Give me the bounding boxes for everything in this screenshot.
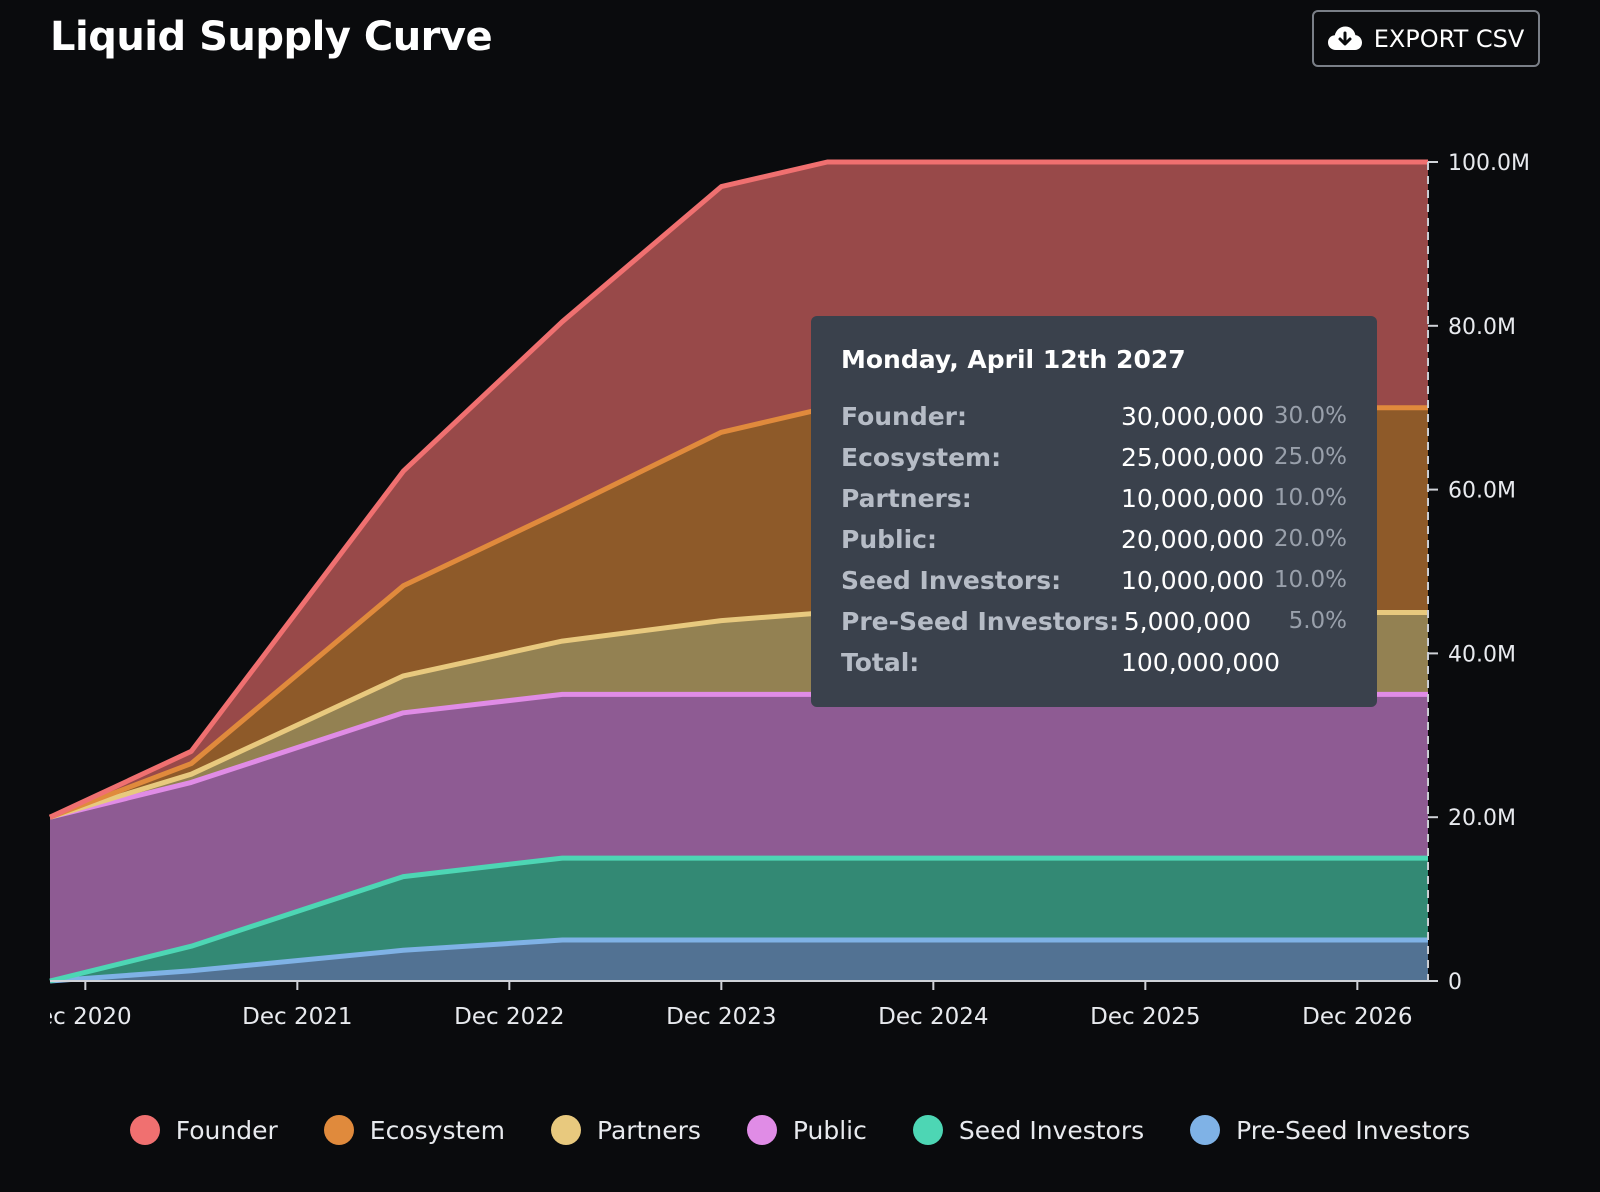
legend-swatch bbox=[129, 1115, 160, 1145]
tooltip-row: Partners: 10,000,000 10.0% bbox=[841, 478, 1347, 519]
tooltip-row-value: 10,000,000 bbox=[1121, 484, 1265, 513]
area-pre-seed-investors bbox=[50, 940, 1428, 981]
export-csv-label: EXPORT CSV bbox=[1373, 24, 1525, 53]
tooltip-row: Ecosystem: 25,000,000 25.0% bbox=[841, 437, 1347, 478]
y-tick-label: 40.0M bbox=[1448, 642, 1516, 667]
legend-swatch bbox=[1190, 1115, 1221, 1145]
legend-label: Seed Investors bbox=[958, 1115, 1145, 1145]
x-tick-label: Dec 2021 bbox=[242, 1004, 352, 1030]
x-tick-label: Dec 2026 bbox=[1302, 1004, 1412, 1030]
legend-item[interactable]: Seed Investors bbox=[912, 1115, 1145, 1145]
y-tick-label: 20.0M bbox=[1448, 806, 1516, 831]
legend-item[interactable]: Pre-Seed Investors bbox=[1190, 1115, 1470, 1145]
tooltip-row-pct: 25.0% bbox=[1273, 444, 1347, 470]
export-csv-button[interactable]: EXPORT CSV bbox=[1312, 10, 1540, 67]
tooltip-row-label: Founder: bbox=[841, 402, 968, 431]
tooltip-row-pct: 10.0% bbox=[1273, 485, 1347, 511]
tooltip-row-pct: 10.0% bbox=[1273, 567, 1347, 593]
line-founder bbox=[48, 159, 1428, 820]
y-tick-label: 80.0M bbox=[1448, 315, 1516, 340]
tooltip-row-label: Pre-Seed Investors: bbox=[841, 607, 1120, 636]
tooltip-row: Total: 100,000,000 bbox=[841, 642, 1347, 683]
tooltip-row-pct: 30.0% bbox=[1273, 403, 1347, 429]
tooltip-row-label: Total: bbox=[841, 648, 920, 677]
y-tick-label: 100.0M bbox=[1448, 151, 1530, 176]
y-tick-label: 60.0M bbox=[1448, 479, 1516, 504]
legend-label: Ecosystem bbox=[369, 1115, 505, 1145]
tooltip-row-label: Seed Investors: bbox=[841, 566, 1062, 595]
tooltip-row: Seed Investors: 10,000,000 10.0% bbox=[841, 560, 1347, 601]
line-seed-investors bbox=[49, 855, 1428, 984]
tooltip-row: Founder: 30,000,000 30.0% bbox=[841, 396, 1347, 437]
x-tick-label: Dec 2024 bbox=[878, 1004, 988, 1030]
x-tick-label: Dec 2022 bbox=[454, 1004, 564, 1030]
legend-label: Pre-Seed Investors bbox=[1236, 1115, 1471, 1145]
tooltip-row-label: Public: bbox=[841, 525, 937, 554]
line-pre-seed-investors bbox=[49, 937, 1428, 984]
legend-label: Public bbox=[792, 1115, 867, 1145]
tooltip-row: Public: 20,000,000 20.0% bbox=[841, 519, 1347, 560]
chart-legend: Founder Ecosystem Partners Public Seed Inves… bbox=[0, 1115, 1600, 1145]
tooltip-row-value: 100,000,000 bbox=[1121, 648, 1281, 677]
legend-label: Partners bbox=[597, 1115, 701, 1145]
tooltip-row-pct: 20.0% bbox=[1273, 526, 1347, 552]
legend-swatch bbox=[323, 1115, 354, 1145]
tooltip-row-value: 10,000,000 bbox=[1121, 566, 1265, 595]
tooltip-row-value: 20,000,000 bbox=[1121, 525, 1265, 554]
legend-swatch bbox=[746, 1115, 777, 1145]
legend-item[interactable]: Public bbox=[746, 1115, 867, 1145]
tooltip-row-label: Partners: bbox=[841, 484, 972, 513]
tooltip-date: Monday, April 12th 2027 bbox=[841, 345, 1186, 374]
legend-item[interactable]: Partners bbox=[551, 1115, 701, 1145]
tooltip-row-label: Ecosystem: bbox=[841, 443, 1002, 472]
tooltip-row-pct: 5.0% bbox=[1288, 608, 1347, 634]
tooltip-row: Pre-Seed Investors: 5,000,000 5.0% bbox=[841, 601, 1347, 642]
area-public bbox=[50, 694, 1428, 981]
legend-swatch bbox=[551, 1115, 581, 1145]
y-tick-label: 0 bbox=[1448, 970, 1462, 995]
legend-item[interactable]: Ecosystem bbox=[323, 1115, 505, 1145]
tooltip-row-value: 30,000,000 bbox=[1121, 402, 1265, 431]
x-tick-label: Dec 2023 bbox=[666, 1004, 776, 1030]
chart-tooltip: Monday, April 12th 2027 Founder: 30,000,0… bbox=[811, 316, 1377, 707]
x-tick-label: ec 2020 bbox=[39, 1004, 132, 1030]
tooltip-row-pct bbox=[1251, 642, 1347, 683]
legend-label: Founder bbox=[175, 1115, 278, 1145]
x-tick-label: Dec 2025 bbox=[1090, 1004, 1200, 1030]
tooltip-row-value: 5,000,000 bbox=[1123, 607, 1251, 636]
tooltip-rows: Founder: 30,000,000 30.0% Ecosystem: 25,000,… bbox=[841, 396, 1347, 683]
legend-swatch bbox=[912, 1115, 943, 1145]
page-title: Liquid Supply Curve bbox=[50, 14, 493, 60]
legend-item[interactable]: Founder bbox=[129, 1115, 278, 1145]
cloud-download-icon bbox=[1327, 26, 1362, 52]
tooltip-row-value: 25,000,000 bbox=[1121, 443, 1265, 472]
